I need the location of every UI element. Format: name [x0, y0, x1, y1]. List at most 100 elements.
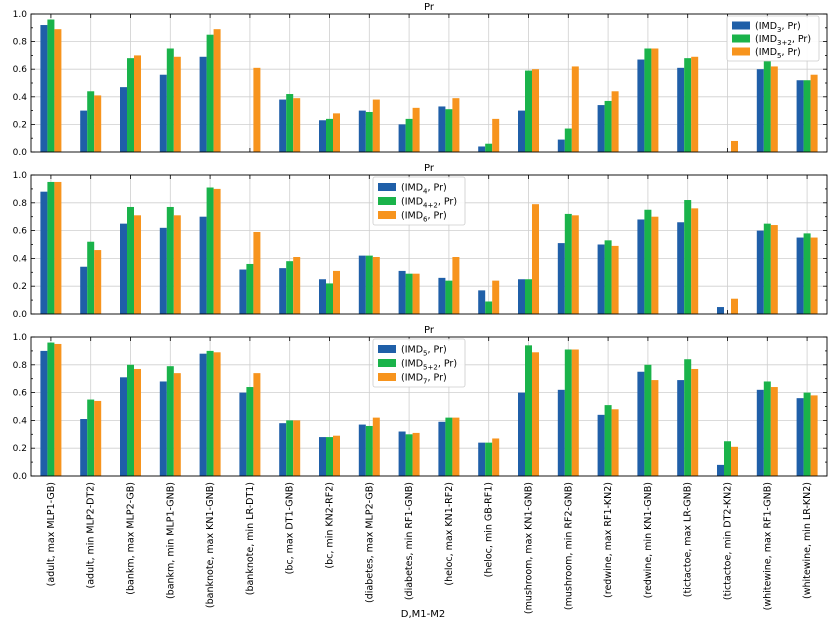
x-tick-label: (bc, min KN2-RF2)	[325, 482, 336, 569]
bar	[532, 69, 539, 152]
bar	[597, 105, 605, 152]
panel-title: Pr	[424, 2, 435, 13]
bar	[492, 280, 500, 314]
bar	[206, 187, 214, 314]
bar	[644, 48, 652, 152]
bar	[564, 349, 572, 476]
bar	[731, 298, 738, 314]
bar	[87, 91, 95, 152]
bar	[485, 442, 493, 476]
bar	[159, 381, 167, 476]
bar	[644, 364, 652, 476]
legend: (IMD4, Pr)(IMD4+2, Pr)(IMD6, Pr)	[372, 176, 466, 226]
bar	[206, 350, 214, 476]
bar	[405, 118, 413, 152]
bar	[445, 280, 453, 314]
bar	[279, 268, 287, 314]
legend-label-tail: , Pr)	[428, 211, 447, 222]
bar	[253, 67, 261, 152]
bar	[691, 368, 699, 476]
bar	[532, 352, 539, 476]
bar	[717, 307, 724, 314]
bar	[405, 273, 413, 314]
bar	[571, 349, 579, 476]
bar	[571, 66, 579, 152]
legend-label: (IMD5+2, Pr)	[401, 359, 457, 372]
y-tick-label: 0.2	[13, 120, 27, 130]
bar	[412, 432, 420, 476]
plot-frame	[30, 174, 828, 315]
bar	[319, 279, 326, 314]
bar	[358, 424, 366, 476]
y-tick-label: 1.0	[13, 171, 28, 181]
bar	[438, 277, 446, 314]
legend-label: (IMD3+2, Pr)	[755, 34, 811, 47]
legend-label: (IMD6, Pr)	[401, 211, 447, 224]
x-tick-label: (bankm, min MLP1-GNB)	[165, 482, 176, 599]
bar	[199, 56, 207, 152]
x-tick-label: (heloc, max KN1-RF2)	[444, 482, 455, 586]
bar	[372, 257, 380, 314]
legend-swatch	[378, 373, 396, 381]
bar	[518, 110, 525, 152]
legend-label-base: (IMD	[401, 183, 423, 194]
bar	[452, 98, 460, 152]
bar	[557, 389, 565, 476]
bar	[651, 216, 659, 314]
bar	[166, 366, 174, 476]
bar	[803, 392, 811, 476]
bar	[333, 435, 340, 476]
bar	[677, 67, 685, 152]
bar	[763, 381, 771, 476]
bar	[279, 99, 287, 152]
x-tick-label: (mushroom, min RF2-GNB)	[563, 482, 574, 610]
bar	[637, 371, 645, 476]
bar	[518, 279, 525, 314]
bar	[253, 373, 261, 476]
bar	[127, 206, 134, 314]
bar	[293, 98, 301, 152]
bar	[611, 245, 619, 314]
bar	[651, 48, 659, 152]
legend-label-subscript: 3+2	[777, 39, 792, 47]
legend-label: (IMD4+2, Pr)	[401, 197, 457, 210]
bar	[445, 109, 453, 152]
bar	[604, 240, 612, 314]
bar	[518, 392, 525, 476]
bar	[485, 143, 493, 152]
bar	[326, 437, 333, 476]
legend-label-tail: , Pr)	[438, 197, 457, 208]
bar	[810, 237, 818, 314]
bar	[810, 74, 818, 152]
legend-label-subscript: 5	[423, 350, 427, 358]
bar	[731, 140, 738, 152]
legend-label-subscript: 6	[423, 216, 428, 224]
bar	[213, 352, 221, 476]
bar	[398, 270, 406, 314]
bar	[651, 380, 659, 476]
bar	[173, 215, 181, 314]
legend-swatch	[732, 34, 750, 43]
legend-label-tail: , Pr)	[438, 359, 457, 370]
bar	[166, 206, 174, 314]
x-tick-label: (bc, max DT1-GNB)	[285, 482, 296, 574]
bar	[445, 417, 453, 476]
bar	[173, 56, 181, 152]
y-tick-label: 0.2	[13, 444, 27, 454]
bar	[525, 279, 532, 314]
bar	[239, 269, 247, 314]
bar	[286, 261, 294, 314]
panel-3: Pr0.00.20.40.60.81.0(IMD5, Pr)(IMD5+2, P…	[13, 325, 828, 482]
bar	[796, 80, 804, 152]
bar	[770, 387, 778, 476]
bar	[677, 222, 685, 314]
y-tick-label: 0.0	[13, 148, 28, 158]
bar	[525, 345, 532, 476]
legend-label-base: (IMD	[401, 211, 423, 222]
bar	[40, 25, 48, 152]
bar	[40, 191, 48, 314]
legend-label-tail: , Pr)	[428, 183, 447, 194]
y-tick-label: 0.4	[13, 416, 28, 426]
bar	[405, 434, 413, 476]
y-tick-label: 1.0	[13, 10, 28, 20]
